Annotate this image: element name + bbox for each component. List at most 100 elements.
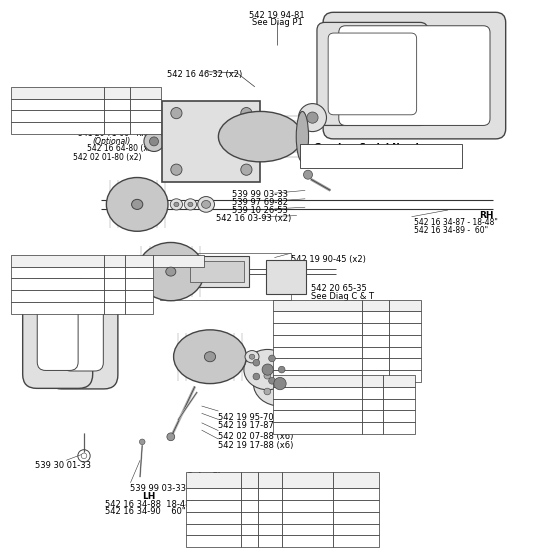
Bar [186,524,241,535]
Text: 485: 485 [107,291,122,301]
Text: 542 19 95-30 (x2): 542 19 95-30 (x2) [23,123,92,133]
Text: 542 19 95-37 (x2): 542 19 95-37 (x2) [283,371,352,381]
Ellipse shape [296,111,309,162]
Text: 542 20 65-35: 542 20 65-35 [311,284,367,293]
Bar [383,399,415,410]
Text: 542 16 63-07: 542 16 63-07 [189,491,239,497]
Text: 3.65": 3.65" [107,123,127,133]
Bar [186,472,241,488]
Bar [273,311,362,323]
Circle shape [171,164,182,175]
Bar [273,410,362,422]
Bar [273,387,362,399]
Text: Dowel Pin: Dowel Pin [287,477,328,483]
Bar [362,387,383,399]
Text: 5": 5" [368,388,376,398]
Bar [258,524,282,535]
Bar [389,358,421,370]
Text: 60": 60" [264,538,276,544]
Circle shape [144,131,164,151]
Bar [258,488,282,500]
Bar [162,101,260,182]
Text: Blade: Blade [387,376,411,386]
Text: 42": 42" [132,291,146,301]
Text: 10 Gr Pulley No: 10 Gr Pulley No [24,88,91,97]
Bar [273,300,362,311]
Text: 504 83 68-01 (x1) Seal, Input Shaft: 504 83 68-01 (x1) Seal, Input Shaft [301,148,436,157]
Bar [362,311,389,323]
Bar [273,370,362,382]
Text: 541 20 68-88 (x2): 541 20 68-88 (x2) [283,388,352,398]
Bar [282,512,333,524]
Text: 542 19 95-32 (x2): 542 19 95-32 (x2) [23,100,92,109]
Text: 60" Only: 60" Only [375,423,416,432]
Text: .375 x 1.50": .375 x 1.50" [334,526,379,533]
Text: 542 19 90-45 (x2): 542 19 90-45 (x2) [291,255,366,264]
Ellipse shape [132,199,143,209]
Bar [11,122,104,134]
Text: 5-Band 3VX: 5-Band 3VX [32,256,82,265]
Bar [186,535,241,547]
Bar [11,302,104,314]
Text: 6.40": 6.40" [365,348,385,357]
FancyBboxPatch shape [37,297,78,371]
Text: 60": 60" [398,371,411,381]
Ellipse shape [249,354,255,360]
Text: Pulley No: Pulley No [297,301,338,310]
FancyBboxPatch shape [339,26,490,125]
Circle shape [241,108,252,119]
Ellipse shape [202,200,211,208]
Circle shape [264,372,270,379]
Bar [160,253,291,300]
Text: 18": 18" [398,312,411,322]
Bar [11,87,104,99]
FancyBboxPatch shape [62,298,103,371]
Bar [273,335,362,347]
Text: 450: 450 [107,279,122,289]
Bar [383,422,415,434]
Text: 542 16 64-80 (x2): 542 16 64-80 (x2) [87,144,156,153]
Text: 36": 36" [264,503,276,509]
Text: 542 19 19-43: 542 19 19-43 [189,526,239,533]
Text: 6.90": 6.90" [365,360,385,369]
Text: 48": 48" [393,423,405,433]
Text: Qty: Qty [106,256,122,265]
Bar [258,512,282,524]
Text: 542 19 95-35 (x2): 542 19 95-35 (x2) [283,336,352,346]
Text: 5.60": 5.60" [365,336,385,346]
Ellipse shape [218,111,302,162]
Text: Outer Flange: Outer Flange [187,473,241,478]
Bar [258,535,282,547]
Text: 542 19 17-87: 542 19 17-87 [189,538,239,544]
FancyBboxPatch shape [328,33,417,115]
Text: 539 10 26-53: 539 10 26-53 [232,206,288,215]
Ellipse shape [245,351,259,363]
Bar [11,267,104,278]
Bar [125,255,153,267]
Text: LH: LH [142,492,155,501]
Circle shape [278,366,285,373]
FancyBboxPatch shape [48,280,118,389]
Text: 30-60": 30-60" [133,123,158,133]
Bar [104,99,130,110]
Text: Blade Dia: Blade Dia [158,256,199,265]
Bar [282,472,333,488]
Text: 541 20 19-08 (x4): 541 20 19-08 (x4) [23,303,92,312]
Bar [362,300,389,311]
Bar [333,500,379,512]
Bar [389,370,421,382]
Bar [333,488,379,500]
Bar [362,370,389,382]
Text: Size: Size [130,256,148,265]
Ellipse shape [184,199,197,210]
Bar [282,524,333,535]
Ellipse shape [170,199,183,210]
Bar [104,302,125,314]
Text: 4.75": 4.75" [365,324,385,334]
Bar [241,512,258,524]
Text: 542 16 46-32 (x2): 542 16 46-32 (x2) [167,70,242,79]
Bar [104,87,130,99]
Bar [104,122,130,134]
Text: Blade: Blade [393,301,417,310]
Circle shape [139,439,145,445]
